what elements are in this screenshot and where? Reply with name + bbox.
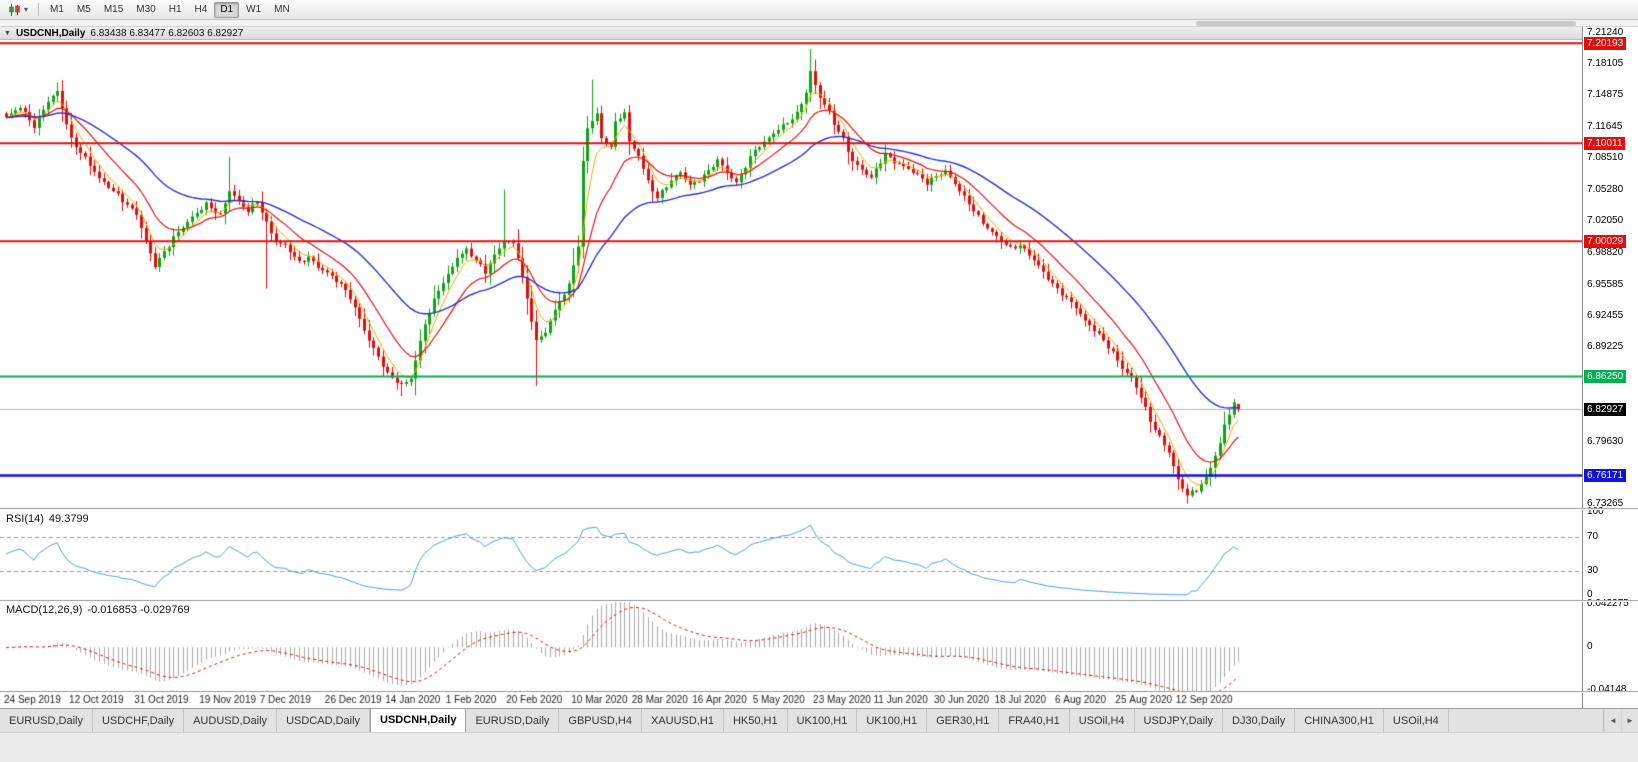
rsi-axis-tick: 30 [1587,565,1599,576]
chart-tab-usoil-h4[interactable]: USOil,H4 [1070,709,1135,732]
timeframe-toolbar: ▾ M1 M5 M15 M30 H1 H4 D1 W1 MN [0,0,1638,20]
price-axis-tick: 7.08510 [1587,152,1624,163]
price-axis-tick: 7.21240 [1587,27,1624,38]
macd-name: MACD(12,26,9) [6,604,83,616]
timeframe-button-h1[interactable]: H1 [163,2,188,18]
pane-separator-rsi[interactable] [0,508,1638,510]
scrollbar-thumb[interactable] [1196,21,1576,26]
status-bar [0,732,1638,762]
price-axis-tick: 7.18105 [1587,58,1624,69]
chart-tab-hk50-h1[interactable]: HK50,H1 [724,709,788,732]
price-level-badge: 7.20193 [1584,37,1627,50]
macd-axis-tick: -0.04148 [1587,684,1627,695]
chart-title-symbol: USDCNH,Daily [15,27,86,39]
macd-axis-tick: 0.042275 [1587,598,1629,609]
macd-axis-tick: 0 [1587,641,1593,652]
chart-tab-gbpusd-h4[interactable]: GBPUSD,H4 [559,709,642,732]
pane-separator-timeaxis [0,691,1638,693]
price-axis-tick: 7.05280 [1587,184,1624,195]
chart-tab-eurusd-daily[interactable]: EURUSD,Daily [0,709,93,732]
chart-tab-uk100-h1[interactable]: UK100,H1 [788,709,858,732]
chart-title-ohlc: 6.83438 6.83477 6.82603 6.82927 [90,27,244,39]
collapse-chart-icon[interactable]: ▼ [4,29,11,37]
timeframe-button-m5[interactable]: M5 [71,2,97,18]
tab-scroll-arrows: ◄ ► [1603,709,1638,732]
price-axis-tick: 7.02050 [1587,215,1624,226]
chart-tab-usdcad-daily[interactable]: USDCAD,Daily [277,709,371,732]
chart-tab-ger30-h1[interactable]: GER30,H1 [927,709,1000,732]
chart-tab-usdjpy-daily[interactable]: USDJPY,Daily [1135,709,1224,732]
pane-separator-macd[interactable] [0,600,1638,602]
rsi-axis-tick: 0 [1587,589,1593,600]
timeframe-button-m15[interactable]: M15 [98,2,129,18]
timeframe-button-d1[interactable]: D1 [214,1,240,18]
price-axis-tick: 6.98820 [1587,247,1624,258]
chart-tabs: EURUSD,Daily USDCHF,Daily AUDUSD,Daily USDC… [0,709,1603,732]
chart-tab-eurusd-daily[interactable]: EURUSD,Daily [466,709,560,732]
price-level-badge: 6.86250 [1584,370,1627,383]
price-axis-tick: 7.14875 [1587,89,1624,100]
price-level-badge: 7.10011 [1584,137,1626,150]
chart-tab-uk100-h1[interactable]: UK100,H1 [857,709,928,732]
timeframe-button-h4[interactable]: H4 [189,2,214,18]
tab-scroll-left-icon[interactable]: ◄ [1604,709,1621,732]
candlestick-chart-canvas[interactable] [0,40,1582,708]
price-axis-tick: 7.11645 [1587,121,1623,132]
chevron-down-icon: ▾ [24,4,29,14]
macd-values: -0.016853 -0.029769 [87,604,190,616]
chart-tab-bar: EURUSD,Daily USDCHF,Daily AUDUSD,Daily USDC… [0,708,1638,732]
timeframe-button-m30[interactable]: M30 [130,2,161,18]
timeframe-button-w1[interactable]: W1 [240,2,267,18]
chart-horizontal-scrollbar[interactable] [0,20,1638,27]
rsi-value: 49.3799 [48,513,89,525]
price-axis-tick: 6.95585 [1587,279,1624,290]
chart-type-menu-button[interactable]: ▾ [3,1,33,18]
toolbar-separator [38,3,40,16]
rsi-axis-tick: 70 [1587,531,1599,542]
rsi-name: RSI(14) [6,513,44,525]
price-level-badge: 6.76171 [1584,469,1627,482]
rsi-indicator-label: RSI(14) 49.3799 [6,513,89,525]
price-axis[interactable]: 7.21240 7.18105 7.14875 7.11645 7.08510 7.052… [1582,27,1638,708]
chart-tab-usoil-h4[interactable]: USOil,H4 [1384,709,1449,732]
chart-tab-fra40-h1[interactable]: FRA40,H1 [999,709,1070,732]
timeframe-button-m1[interactable]: M1 [44,2,70,18]
macd-indicator-label: MACD(12,26,9) -0.016853 -0.029769 [6,604,190,616]
candlestick-chart-icon [9,3,20,16]
chart-tab-audusd-daily[interactable]: AUDUSD,Daily [184,709,278,732]
rsi-axis-tick: 100 [1587,506,1604,517]
timeframe-buttons-group: M1 M5 M15 M30 H1 H4 D1 W1 MN [44,1,296,18]
price-level-badge: 7.00029 [1584,235,1627,248]
current-price-badge: 6.82927 [1584,403,1627,416]
timeframe-button-mn[interactable]: MN [268,2,296,18]
chart-tab-dj30-daily[interactable]: DJ30,Daily [1223,709,1296,732]
price-axis-tick: 6.73265 [1587,498,1624,509]
chart-tab-china300-h1[interactable]: CHINA300,H1 [1295,709,1384,732]
tab-scroll-right-icon[interactable]: ► [1621,709,1638,732]
chart-tab-usdcnh-daily[interactable]: USDCNH,Daily [370,709,467,732]
price-axis-tick: 6.89225 [1587,341,1624,352]
chart-tab-usdchf-daily[interactable]: USDCHF,Daily [93,709,185,732]
chart-titlebar: ▼ USDCNH,Daily 6.83438 6.83477 6.82603 6… [0,27,1582,40]
price-axis-tick: 6.79630 [1587,436,1624,447]
price-axis-tick: 6.92455 [1587,310,1624,321]
chart-tab-xauusd-h1[interactable]: XAUUSD,H1 [642,709,724,732]
